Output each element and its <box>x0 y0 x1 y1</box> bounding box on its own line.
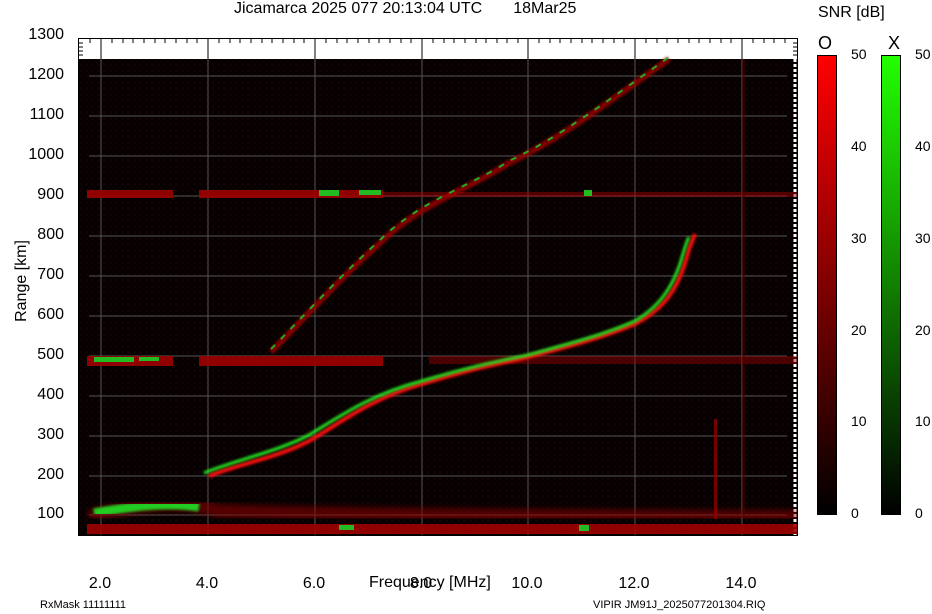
y-axis-label: Range [km] <box>13 240 30 322</box>
file-name-label: VIPIR JM91J_2025077201304.RIQ <box>593 599 766 611</box>
x-axis-label: Frequency [MHz] <box>369 574 491 591</box>
y-tick: 1000 <box>28 146 64 163</box>
x-tick: 4.0 <box>195 575 219 592</box>
colorbar-title: SNR [dB] <box>818 4 885 21</box>
colorbar-tick: 30 <box>851 230 867 246</box>
x-tick: 14.0 <box>725 575 757 592</box>
y-tick: 300 <box>37 426 64 443</box>
colorbar-tick: 0 <box>851 505 859 521</box>
y-tick: 1200 <box>28 66 64 83</box>
colorbar-tick: 40 <box>915 138 931 154</box>
y-tick: 900 <box>37 186 64 203</box>
colorbar-tick: 10 <box>915 413 931 429</box>
x-mode-label: X <box>888 33 901 53</box>
colorbar-tick: 50 <box>915 46 931 62</box>
x-tick: 12.0 <box>618 575 650 592</box>
rx-mask-label: RxMask 11111111 <box>40 599 127 611</box>
y-tick: 200 <box>37 466 64 483</box>
ionogram-heatmap <box>79 39 798 535</box>
y-tick: 600 <box>37 306 64 323</box>
y-tick: 800 <box>37 226 64 243</box>
x-tick: 2.0 <box>88 575 112 592</box>
x-tick: 10.0 <box>511 575 543 592</box>
y-tick: 700 <box>37 266 64 283</box>
y-tick: 100 <box>37 505 64 522</box>
chart-title: Jicamarca 2025 077 20:13:04 UTC 18Mar25 <box>234 0 577 17</box>
colorbar-tick: 0 <box>915 505 923 521</box>
colorbar-tick: 20 <box>915 322 931 338</box>
y-tick: 500 <box>37 346 64 363</box>
y-tick: 1100 <box>29 106 64 123</box>
y-tick: 400 <box>37 386 64 403</box>
colorbar-tick: 10 <box>851 413 867 429</box>
colorbar-tick: 20 <box>851 322 867 338</box>
o-mode-label: O <box>818 33 833 53</box>
x-tick: 8.0 <box>409 575 433 592</box>
colorbar-tick: 50 <box>851 46 867 62</box>
colorbar-tick: 30 <box>915 230 931 246</box>
ionogram-plot <box>78 38 798 536</box>
x-mode-colorbar <box>881 55 901 515</box>
o-mode-colorbar <box>817 55 837 515</box>
x-tick: 6.0 <box>302 575 326 592</box>
y-tick: 1300 <box>28 26 64 43</box>
colorbar-tick: 40 <box>851 138 867 154</box>
